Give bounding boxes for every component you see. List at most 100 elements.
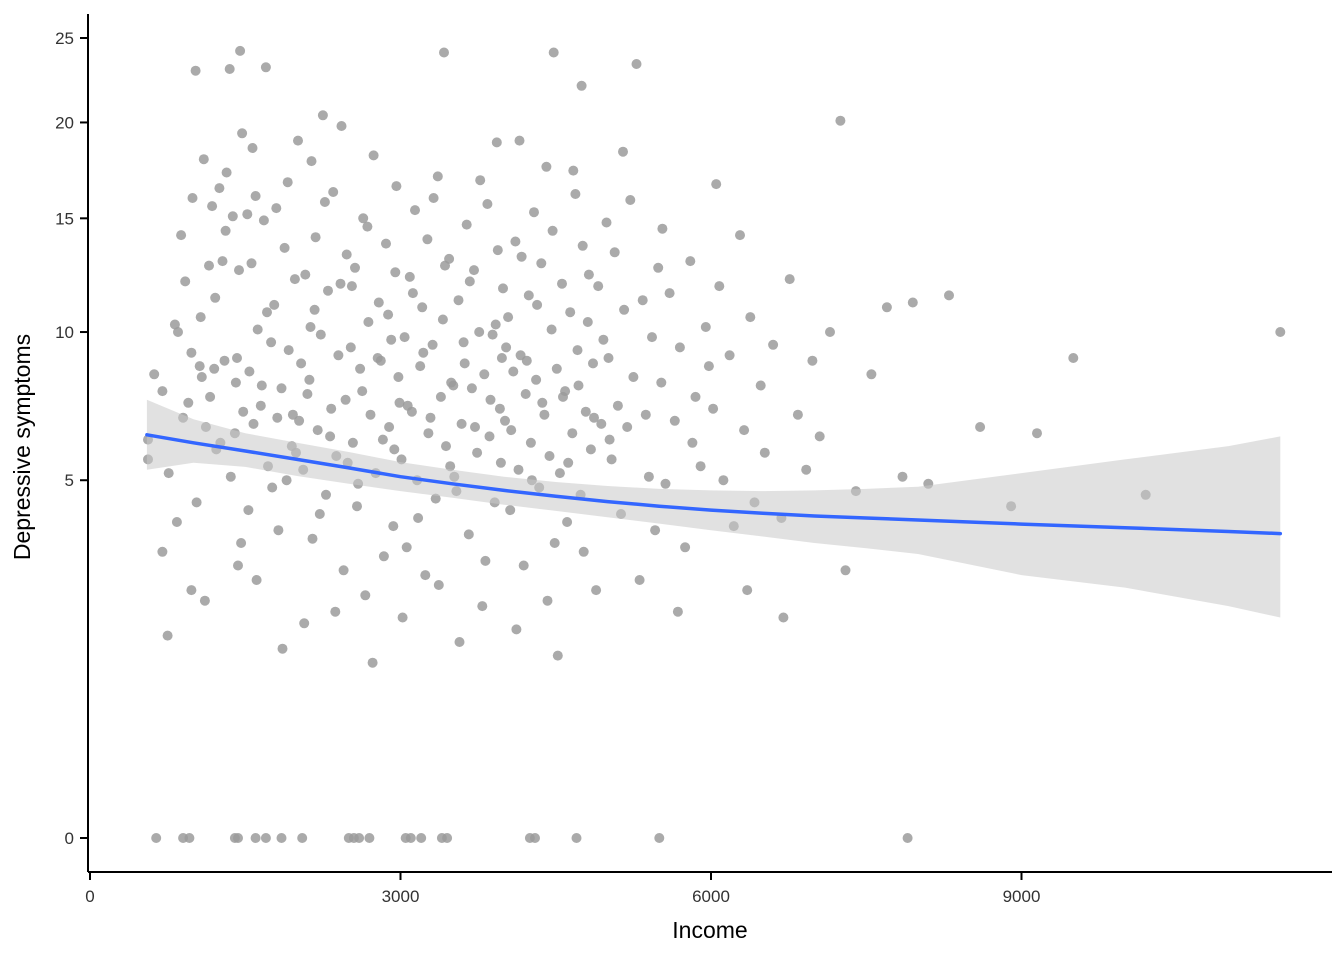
data-point (902, 833, 913, 843)
data-point (187, 193, 198, 203)
data-point (1032, 428, 1042, 439)
data-point (326, 403, 337, 414)
data-point (745, 312, 756, 323)
data-point (220, 225, 231, 236)
data-point (397, 612, 408, 623)
data-point (589, 412, 599, 423)
data-point (151, 833, 162, 843)
data-point (350, 262, 360, 273)
data-point (258, 215, 269, 226)
data-point (454, 637, 465, 647)
data-point (585, 444, 596, 455)
data-point (548, 47, 559, 58)
data-point (647, 332, 657, 343)
data-point (176, 230, 187, 241)
data-point (367, 657, 378, 668)
data-point (325, 431, 336, 442)
y-tick-label: 20 (55, 113, 74, 132)
data-point (191, 497, 202, 508)
data-point (381, 238, 391, 249)
data-point (422, 234, 433, 245)
y-tick-label: 10 (55, 323, 74, 342)
data-point (606, 454, 617, 465)
data-point (654, 833, 665, 843)
data-point (565, 307, 576, 318)
data-point (571, 833, 582, 843)
data-point (266, 337, 277, 348)
data-point (283, 345, 294, 356)
data-point (640, 409, 651, 420)
data-point (464, 276, 475, 287)
data-point (603, 353, 614, 363)
data-point (355, 363, 366, 374)
data-point (660, 478, 671, 489)
data-point (814, 431, 825, 442)
data-point (520, 389, 531, 399)
data-point (541, 161, 552, 172)
data-point (383, 309, 394, 320)
data-point (273, 525, 284, 536)
data-point (650, 525, 661, 536)
data-point (300, 269, 311, 280)
data-point (277, 643, 288, 654)
data-point (391, 181, 402, 192)
data-point (506, 425, 517, 436)
data-point (685, 256, 696, 267)
data-point (479, 369, 490, 380)
data-point (439, 47, 449, 58)
data-point (171, 517, 182, 527)
data-point (221, 167, 232, 178)
data-point (390, 267, 401, 278)
data-point (975, 422, 986, 432)
data-point (294, 415, 305, 426)
data-point (442, 833, 453, 843)
data-point (299, 618, 310, 629)
data-point (807, 355, 818, 366)
data-point (340, 394, 351, 405)
data-point (474, 327, 485, 337)
data-point (1068, 353, 1079, 363)
data-point (214, 183, 225, 194)
data-point (377, 434, 388, 445)
data-point (544, 451, 555, 461)
data-point (242, 209, 253, 220)
data-point (346, 281, 357, 292)
data-point (347, 437, 358, 448)
data-point (631, 59, 642, 69)
data-point (583, 269, 594, 280)
data-point (162, 630, 173, 641)
data-point (484, 431, 495, 442)
data-point (466, 383, 477, 394)
data-point (405, 833, 416, 843)
data-point (437, 314, 448, 325)
data-point (336, 121, 347, 131)
data-point (250, 191, 261, 201)
data-point (711, 179, 722, 190)
data-point (186, 347, 197, 358)
data-point (458, 337, 469, 348)
data-point (835, 115, 846, 126)
data-point (282, 177, 293, 188)
data-point (664, 288, 675, 299)
data-point (417, 302, 428, 313)
data-point (687, 437, 698, 448)
data-point (388, 521, 399, 532)
data-point (577, 240, 588, 251)
data-point (279, 242, 290, 253)
data-point (262, 307, 272, 318)
data-point (612, 400, 623, 411)
data-point (554, 468, 565, 479)
data-point (537, 397, 548, 408)
data-point (246, 258, 257, 269)
data-point (433, 580, 444, 590)
data-point (708, 403, 719, 414)
data-point (358, 213, 369, 224)
data-point (562, 517, 573, 527)
data-point (546, 324, 557, 335)
x-tick-label: 9000 (1003, 887, 1041, 906)
data-point (718, 475, 729, 486)
data-point (328, 187, 339, 197)
data-point (207, 201, 218, 212)
data-point (363, 317, 374, 327)
